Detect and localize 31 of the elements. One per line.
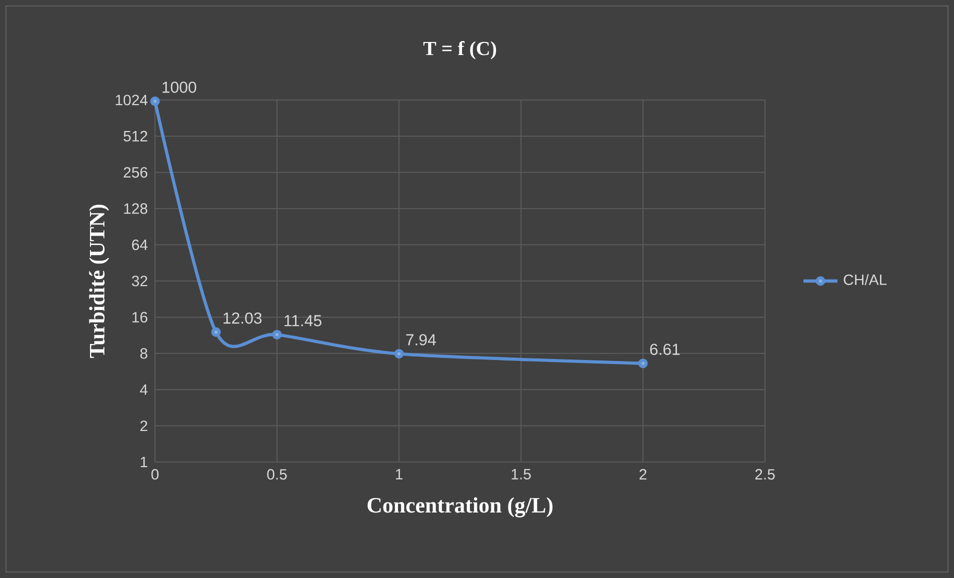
data-label: 7.94 — [406, 334, 436, 346]
point — [638, 358, 648, 368]
x-tick-label: 1.5 — [512, 469, 531, 480]
chart-title: T = f (C) — [423, 41, 496, 60]
data-label: 6.61 — [650, 344, 680, 355]
y-tick-label: 512 — [124, 130, 148, 142]
point — [272, 330, 282, 340]
y-tick-label: 1024 — [116, 94, 148, 106]
data-label: 12.03 — [224, 312, 262, 324]
point — [211, 327, 221, 337]
y-tick-label: 128 — [124, 203, 148, 214]
x-tick-label: 2 — [640, 469, 646, 480]
data-label: 1000 — [162, 82, 196, 93]
y-tick-label: 2 — [140, 420, 148, 432]
y-tick-label: 256 — [124, 167, 148, 178]
x-axis-title: Concentration (g/L) — [368, 497, 552, 518]
x-tick-label: 0.5 — [267, 469, 287, 480]
point — [150, 96, 160, 106]
y-tick-label: 4 — [140, 384, 148, 395]
y-axis-title: Turbidité (UTN) — [89, 204, 109, 358]
data-label: 11.45 — [284, 315, 322, 326]
y-tick-label: 16 — [132, 312, 148, 322]
legend-label: CH/AL — [844, 274, 887, 286]
y-tick-label: 32 — [132, 276, 148, 286]
y-tick-label: 64 — [132, 240, 148, 250]
x-tick-label: 1 — [396, 469, 402, 480]
x-tick-label: 2.5 — [755, 469, 775, 480]
y-tick-label: 8 — [140, 348, 148, 359]
x-tick-label: 0 — [151, 469, 159, 480]
point — [394, 349, 404, 359]
y-tick-label: 1 — [140, 456, 148, 468]
